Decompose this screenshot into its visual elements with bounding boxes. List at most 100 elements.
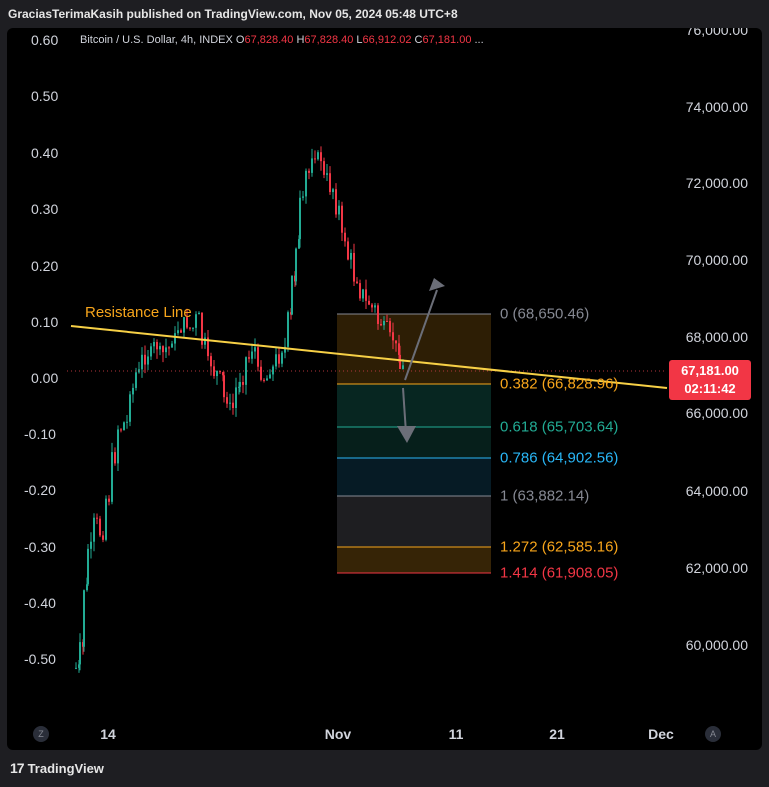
candle-body <box>126 421 128 423</box>
candle-body <box>174 333 176 344</box>
current-price: 67,181.00 <box>681 363 739 378</box>
candle-body <box>83 590 85 647</box>
candle-body <box>326 173 328 175</box>
candle-body <box>207 337 209 357</box>
right-axis-tick: 74,000.00 <box>685 99 748 115</box>
fib-zone <box>337 384 491 427</box>
x-axis-tick: Nov <box>324 726 352 742</box>
candle-body <box>204 337 206 345</box>
high-value: 67,828.40 <box>304 34 354 46</box>
candle-body <box>374 305 376 308</box>
candle-body <box>129 394 131 422</box>
candle-body <box>347 241 349 260</box>
candle-body <box>398 343 400 355</box>
left-axis-tick: -0.30 <box>24 539 56 555</box>
x-axis-tick: 21 <box>549 726 565 742</box>
x-axis-tick: 14 <box>100 726 116 742</box>
current-price-badge: 67,181.00 02:11:42 <box>669 360 751 400</box>
candle-body <box>156 342 158 350</box>
candle-body <box>111 452 113 502</box>
chart-area[interactable]: Bitcoin / U.S. Dollar, 4h, INDEX O67,828… <box>7 28 762 750</box>
resistance-line-label: Resistance Line <box>85 304 192 321</box>
candle-body <box>260 366 262 380</box>
candle-body <box>159 346 161 350</box>
fib-level-label: 1.414 (61,908.05) <box>500 564 619 582</box>
chart-canvas[interactable] <box>7 28 762 750</box>
candle-body <box>298 239 300 249</box>
symbol-legend: Bitcoin / U.S. Dollar, 4h, INDEX O67,828… <box>80 34 484 46</box>
candle-body <box>329 173 331 193</box>
candle-body <box>99 518 101 536</box>
candle-body <box>147 356 149 365</box>
symbol-name: Bitcoin / U.S. Dollar, 4h, INDEX <box>80 34 233 46</box>
candle-body <box>320 152 322 162</box>
x-axis-tick: Dec <box>648 726 674 742</box>
tradingview-brand[interactable]: 17 TradingView <box>10 760 104 776</box>
candle-body <box>389 321 391 333</box>
fib-level-label: 1 (63,882.14) <box>500 487 590 505</box>
candle-body <box>269 374 271 379</box>
candle-body <box>192 327 194 329</box>
candle-body <box>150 346 152 357</box>
candle-body <box>291 275 293 315</box>
candle-body <box>239 382 241 387</box>
candle-body <box>257 347 259 367</box>
auto-scale-right-button[interactable]: A <box>705 726 721 742</box>
candle-body <box>219 371 221 373</box>
candle-body <box>263 379 265 381</box>
close-value: 67,181.00 <box>422 34 472 46</box>
fib-level-label: 0.786 (64,902.56) <box>500 449 619 467</box>
candle-body <box>79 642 81 665</box>
candle-body <box>213 366 215 377</box>
candle-body <box>222 372 224 376</box>
candle-body <box>281 352 283 364</box>
candle-body <box>266 378 268 381</box>
candle-body <box>272 366 274 375</box>
candle-body <box>198 312 200 315</box>
candle-body <box>165 347 167 353</box>
candle-body <box>344 232 346 242</box>
fib-zone <box>337 547 491 573</box>
candle-body <box>114 452 116 464</box>
fib-level-label: 0 (68,650.46) <box>500 305 590 323</box>
candle-body <box>332 189 334 193</box>
candle-body <box>399 354 401 369</box>
auto-scale-left-button[interactable]: Z <box>33 726 49 742</box>
right-axis-tick: 64,000.00 <box>685 483 748 499</box>
candle-body <box>96 517 98 519</box>
left-axis-tick: 0.20 <box>31 258 59 274</box>
candle-body <box>108 498 110 502</box>
candle-body <box>380 323 382 326</box>
candle-body <box>141 354 143 370</box>
candle-body <box>248 357 250 359</box>
candle-body <box>162 346 164 353</box>
arrow-up-icon <box>404 278 445 381</box>
open-value: 67,828.40 <box>244 34 294 46</box>
brand-name: TradingView <box>27 760 104 776</box>
candle-body <box>226 397 228 404</box>
candle-body <box>359 283 361 299</box>
candle-body <box>229 402 231 404</box>
candle-body <box>153 342 155 347</box>
candle-body <box>232 402 234 408</box>
right-axis-tick: 68,000.00 <box>685 329 748 345</box>
right-axis-tick: 70,000.00 <box>685 252 748 268</box>
candle-body <box>299 197 301 240</box>
candle-body <box>338 205 340 215</box>
candle-body <box>350 252 352 260</box>
candle-body <box>254 347 256 352</box>
resistance-line <box>70 325 668 389</box>
candle-body <box>278 354 280 364</box>
candle-body <box>341 205 343 233</box>
candle-body <box>235 387 237 408</box>
bar-countdown: 02:11:42 <box>684 381 736 396</box>
fib-zone <box>337 458 491 496</box>
candle-body <box>168 347 170 349</box>
right-axis-tick: 60,000.00 <box>685 637 748 653</box>
fib-zone <box>337 314 491 384</box>
candle-body <box>308 170 310 173</box>
candle-body <box>195 314 197 328</box>
candle-body <box>117 429 119 464</box>
candle-body <box>186 317 188 328</box>
candle-body <box>284 346 286 353</box>
